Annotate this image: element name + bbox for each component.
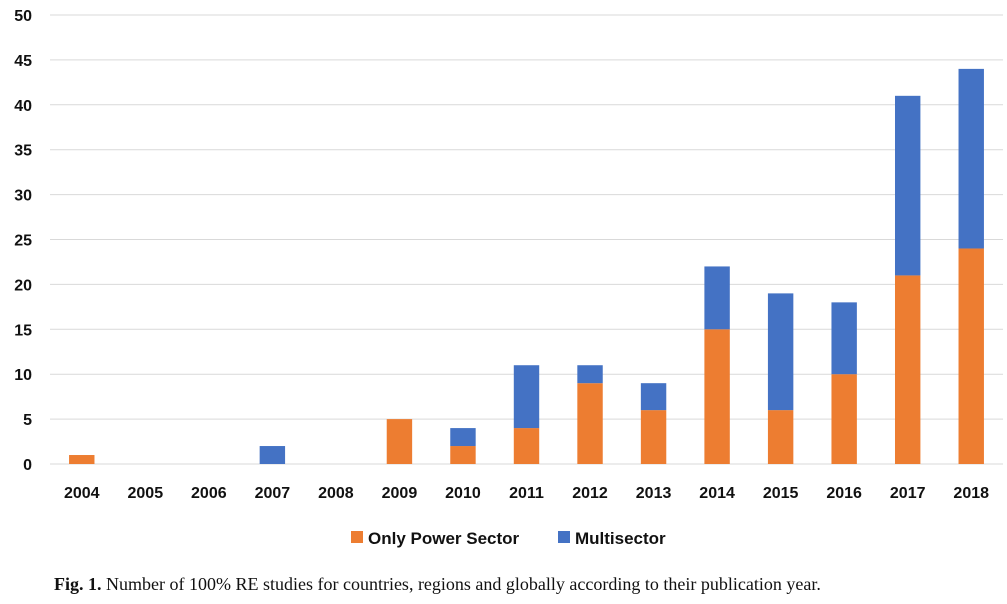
legend: Only Power Sector Multisector xyxy=(351,529,666,548)
y-tick-label: 15 xyxy=(14,322,32,339)
x-tick-label: 2009 xyxy=(382,485,418,502)
legend-label: Only Power Sector xyxy=(368,529,520,548)
bar-segment xyxy=(831,302,857,375)
y-tick-label: 45 xyxy=(14,53,32,70)
y-tick-label: 0 xyxy=(23,457,32,474)
x-tick-label: 2010 xyxy=(445,485,481,502)
bar-segment xyxy=(259,446,286,464)
legend-swatch xyxy=(558,531,570,543)
bar-segment xyxy=(577,365,603,384)
bars xyxy=(69,68,984,464)
x-tick-label: 2016 xyxy=(826,485,862,502)
bar-segment xyxy=(513,365,540,429)
x-tick-label: 2012 xyxy=(572,485,608,502)
bar-segment xyxy=(894,95,921,276)
x-tick-label: 2007 xyxy=(255,485,291,502)
legend-swatch xyxy=(351,531,363,543)
bar-segment xyxy=(958,68,984,249)
x-axis-ticks: 2004 2005 2006 2007 2008 2009 2010 2011 2012 2013… xyxy=(64,485,989,502)
bar-segment xyxy=(894,275,921,464)
y-tick-label: 25 xyxy=(14,233,32,250)
gridlines xyxy=(50,14,1003,465)
bar-segment xyxy=(450,428,476,447)
x-tick-label: 2011 xyxy=(509,485,544,502)
x-tick-label: 2005 xyxy=(128,485,164,502)
x-tick-label: 2008 xyxy=(318,485,354,502)
bar-segment xyxy=(450,446,476,464)
caption-text: Number of 100% RE studies for countries,… xyxy=(106,574,821,594)
y-tick-label: 5 xyxy=(23,412,32,429)
bar-segment xyxy=(386,419,413,464)
bar-segment xyxy=(704,329,730,464)
bar-segment xyxy=(958,248,984,464)
bar-segment xyxy=(704,266,730,330)
bar-segment xyxy=(69,455,95,464)
y-tick-label: 30 xyxy=(14,188,32,205)
x-tick-label: 2014 xyxy=(699,485,735,502)
bar-segment xyxy=(831,374,857,464)
y-axis-ticks: 0 5 10 15 20 25 30 35 40 45 50 xyxy=(14,8,32,474)
bar-segment xyxy=(577,383,603,464)
x-tick-label: 2017 xyxy=(890,485,926,502)
legend-label: Multisector xyxy=(575,529,666,548)
bar-segment xyxy=(767,410,794,464)
bar-segment xyxy=(640,383,667,411)
bar-segment xyxy=(640,410,667,464)
y-tick-label: 35 xyxy=(14,143,32,160)
y-tick-label: 10 xyxy=(14,367,32,384)
figure-caption: Fig. 1. Number of 100% RE studies for co… xyxy=(54,574,821,595)
bar-segment xyxy=(513,428,540,464)
y-tick-label: 20 xyxy=(14,277,32,294)
x-tick-label: 2006 xyxy=(191,485,227,502)
x-tick-label: 2013 xyxy=(636,485,672,502)
y-tick-label: 40 xyxy=(14,98,32,115)
x-tick-label: 2004 xyxy=(64,485,100,502)
y-tick-label: 50 xyxy=(14,8,32,25)
bar-segment xyxy=(767,293,794,411)
caption-prefix: Fig. 1. xyxy=(54,574,102,594)
x-tick-label: 2018 xyxy=(953,485,989,502)
x-tick-label: 2015 xyxy=(763,485,799,502)
